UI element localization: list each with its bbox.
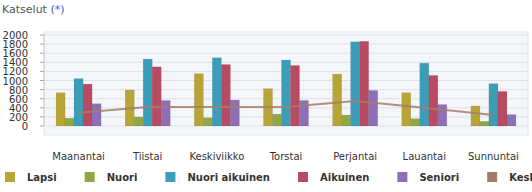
bar[interactable] [342, 115, 351, 126]
title: Katselut (*) [2, 3, 65, 16]
y-tick-label: 2000 [3, 30, 28, 41]
chart: Katselut (*)0200400600800100012001400160… [0, 0, 532, 192]
bar[interactable] [480, 121, 489, 126]
bar[interactable] [351, 42, 360, 126]
x-tick-label: Tiistai [132, 151, 162, 162]
bar[interactable] [83, 84, 92, 126]
bar[interactable] [411, 119, 420, 126]
x-tick-label: Keskiviikko [189, 151, 244, 162]
grid-line [44, 44, 528, 45]
bar[interactable] [420, 63, 429, 126]
bar[interactable] [152, 67, 161, 126]
y-tick [40, 98, 44, 99]
y-tick [40, 126, 44, 127]
x-tick-label: Perjantai [333, 151, 377, 162]
bar[interactable] [74, 79, 83, 126]
y-tick [40, 80, 44, 81]
y-tick [40, 107, 44, 108]
grid-line [44, 53, 528, 54]
x-tick-label: Maanantai [52, 151, 105, 162]
legend-label[interactable]: Lapsi [27, 172, 57, 183]
bar[interactable] [402, 93, 411, 126]
bar[interactable] [194, 74, 203, 126]
bar[interactable] [230, 100, 239, 126]
bar[interactable] [273, 114, 282, 126]
bar[interactable] [134, 117, 143, 126]
bar[interactable] [221, 65, 230, 126]
x-tick-label: Sunnuntai [468, 151, 519, 162]
bar[interactable] [143, 59, 152, 126]
bar[interactable] [65, 118, 74, 126]
legend-swatch [165, 172, 175, 182]
bar[interactable] [438, 105, 447, 126]
legend-label[interactable]: Nuori [107, 172, 138, 183]
bar[interactable] [333, 74, 342, 126]
bar[interactable] [507, 115, 516, 126]
bar[interactable] [369, 91, 378, 126]
legend-label[interactable]: Aikuinen [320, 172, 369, 183]
x-tick-label: Lauantai [403, 151, 446, 162]
legend-swatch [487, 172, 497, 182]
y-tick [40, 44, 44, 45]
legend-label[interactable]: Nuori aikuinen [187, 172, 270, 183]
y-tick [40, 89, 44, 90]
x-tick-label: Torstai [269, 151, 303, 162]
y-tick [40, 71, 44, 72]
legend-swatch [397, 172, 407, 182]
legend-swatch [85, 172, 95, 182]
y-tick [40, 35, 44, 36]
y-tick [40, 62, 44, 63]
bar[interactable] [212, 58, 221, 126]
bar[interactable] [56, 93, 65, 126]
plot-area [56, 41, 516, 126]
bar[interactable] [471, 106, 480, 126]
legend-swatch [5, 172, 15, 182]
bar[interactable] [498, 91, 507, 126]
y-tick [40, 116, 44, 117]
bar[interactable] [360, 41, 369, 126]
y-tick [40, 53, 44, 54]
legend-swatch [298, 172, 308, 182]
bar[interactable] [282, 60, 291, 126]
legend-label[interactable]: Seniori [419, 172, 459, 183]
bar[interactable] [429, 75, 438, 126]
grid-line [44, 35, 528, 36]
bar[interactable] [92, 104, 101, 126]
bar[interactable] [161, 101, 170, 126]
legend-label[interactable]: Keskiarvo [509, 172, 532, 183]
bar[interactable] [489, 84, 498, 126]
line[interactable] [79, 101, 494, 115]
plot-background [44, 32, 528, 135]
bar[interactable] [203, 118, 212, 126]
bar[interactable] [291, 65, 300, 126]
